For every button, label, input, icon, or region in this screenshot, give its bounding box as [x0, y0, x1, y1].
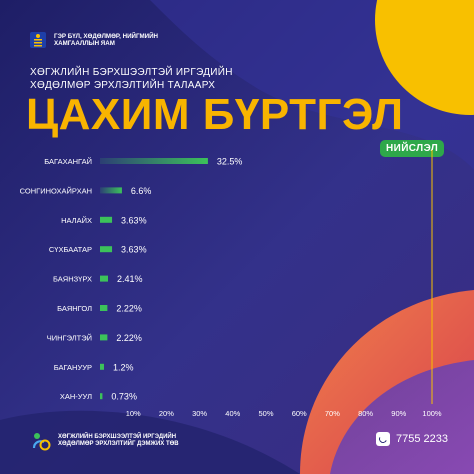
value-label: 1.2% [113, 362, 134, 372]
bar [100, 216, 113, 223]
organization-name-line-2: ХӨДӨЛМӨР ЭРХЛЭЛТИЙГ ДЭМЖИХ ТӨВ [58, 441, 179, 447]
x-tick-label: 60% [292, 409, 307, 418]
phone-contact: 7755 2233 [376, 432, 448, 446]
category-label: СҮХБААТАР [49, 245, 92, 254]
bar [100, 305, 108, 311]
organization-name: ХӨГЖЛИЙН БЭРХШЭЭЛТЭЙ ИРГЭДИЙН ХӨДӨЛМӨР Э… [58, 434, 208, 449]
ministry-name: ГЭР БҮЛ, ХӨДӨЛМӨР, НИЙГМИЙН ХАМГААЛЛЫН Я… [54, 32, 158, 48]
phone-icon [376, 432, 390, 446]
bar [100, 363, 104, 370]
x-tick-label: 90% [391, 409, 406, 418]
page-title: ЦАХИМ БҮРТГЭЛ [26, 90, 404, 139]
value-label: 3.63% [121, 245, 147, 255]
organization-name-line-1: ХӨГЖЛИЙН БЭРХШЭЭЛТЭЙ ИРГЭДИЙН [58, 433, 177, 440]
x-tick-label: 10% [126, 409, 141, 418]
bar [100, 275, 109, 282]
value-label: 6.6% [131, 186, 152, 196]
bar [100, 246, 113, 253]
bar [100, 158, 208, 164]
category-label: НАЛАЙХ [61, 216, 92, 225]
x-tick-label: 40% [225, 409, 240, 418]
bar [100, 334, 108, 341]
footer-organization: ХӨГЖЛИЙН БЭРХШЭЭЛТЭЙ ИРГЭДИЙН ХӨДӨЛМӨР Э… [30, 430, 208, 452]
value-label: 2.22% [116, 304, 142, 314]
value-label: 2.41% [117, 274, 143, 284]
category-label: БАЯНЗҮРХ [53, 275, 92, 284]
ministry-header: ГЭР БҮЛ, ХӨДӨЛМӨР, НИЙГМИЙН ХАМГААЛЛЫН Я… [28, 30, 194, 50]
x-tick-label: 100% [422, 409, 442, 418]
value-label: 3.63% [121, 215, 147, 225]
x-tick-label: 80% [358, 409, 373, 418]
category-label: БАГАНУУР [54, 363, 92, 372]
phone-number: 7755 2233 [396, 433, 448, 445]
organization-logo-icon [30, 430, 52, 452]
subtitle-line-2: ХӨДӨЛМӨР ЭРХЛЭЛТИЙН ТАЛААРХ [30, 80, 216, 91]
subtitle: ХӨГЖЛИЙН БЭРХШЭЭЛТЭЙ ИРГЭДИЙН ХӨДӨЛМӨР Э… [30, 66, 330, 92]
value-label: 2.22% [116, 333, 142, 343]
x-tick-label: 20% [159, 409, 174, 418]
bar [100, 187, 122, 194]
bar [100, 393, 103, 400]
x-tick-label: 50% [258, 409, 273, 418]
value-label: 32.5% [217, 157, 243, 167]
category-label: БАГАХАНГАЙ [44, 157, 92, 166]
category-label: ХАН-УУЛ [60, 392, 92, 401]
category-label: СОНГИНОХАЙРХАН [20, 186, 92, 195]
category-label: ЧИНГЭЛТЭЙ [47, 333, 92, 342]
subtitle-line-1: ХӨГЖЛИЙН БЭРХШЭЭЛТЭЙ ИРГЭДИЙН [30, 67, 233, 78]
value-label: 0.73% [111, 392, 137, 402]
category-label: БАЯНГОЛ [57, 304, 92, 313]
yellow-circle-decoration [375, 0, 474, 115]
region-badge: НИЙСЛЭЛ [380, 140, 445, 157]
soyombo-emblem-icon [28, 30, 48, 50]
x-tick-label: 30% [192, 409, 207, 418]
x-tick-label: 70% [325, 409, 340, 418]
